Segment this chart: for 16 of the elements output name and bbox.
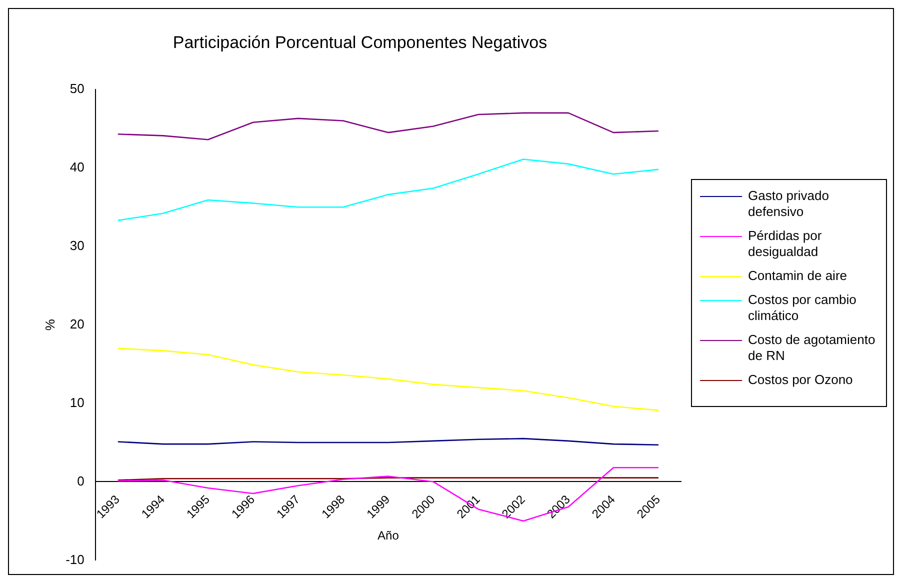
- legend-label: Gasto privado defensivo: [748, 188, 830, 220]
- chart-title: Participación Porcentual Componentes Negativos: [172, 32, 548, 52]
- legend-label: Costos por Ozono: [748, 372, 853, 388]
- y-tick-label: 40: [70, 159, 84, 174]
- x-axis-title: Año: [378, 528, 400, 542]
- legend-label: Contamin de aire: [748, 268, 847, 284]
- y-tick-label: -10: [66, 552, 84, 567]
- legend-label: Pérdidas por desigualdad: [748, 228, 823, 260]
- y-tick-label: 20: [70, 316, 84, 332]
- y-tick-label: 50: [70, 80, 84, 96]
- y-axis-title: %: [42, 318, 58, 331]
- y-tick-label: 0: [77, 473, 84, 488]
- y-tick-label: 10: [70, 394, 84, 410]
- legend-label: Costo de agotamiento de RN: [748, 332, 876, 364]
- y-tick-label: 30: [70, 238, 84, 253]
- legend-label: Costos por cambio climático: [748, 292, 858, 324]
